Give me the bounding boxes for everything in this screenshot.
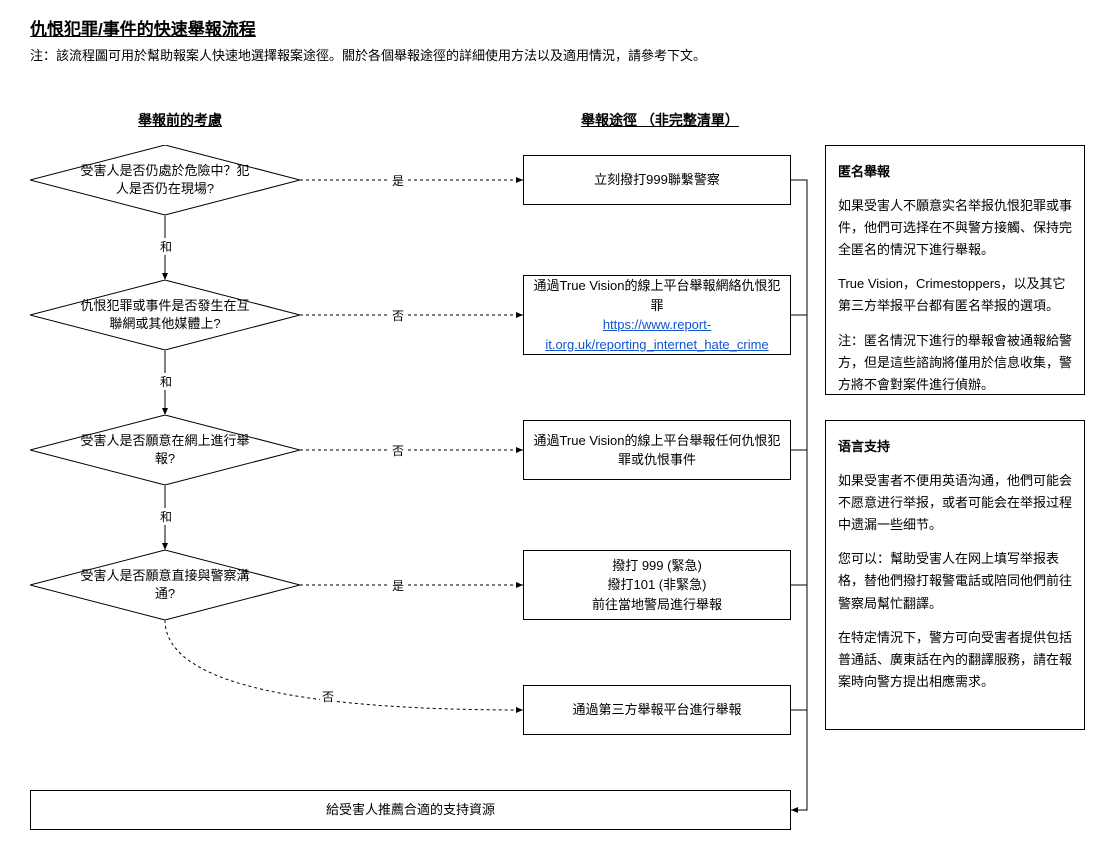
action-true-vision-any: 通過True Vision的線上平台舉報任何仇恨犯罪或仇恨事件 <box>523 420 791 480</box>
edge-yes-1: 是 <box>390 172 406 189</box>
page-note: 注：該流程圖可用於幫助報案人快速地選擇報案途徑。關於各個舉報途徑的詳細使用方法以… <box>30 45 706 64</box>
edge-no-1: 否 <box>390 307 406 324</box>
decision-online-text: 受害人是否願意在網上進行舉報? <box>75 432 255 468</box>
action-recommend-support: 給受害人推薦合適的支持資源 <box>30 790 791 830</box>
action-true-vision-internet: 通過True Vision的線上平台舉報網絡仇恨犯罪 https://www.r… <box>523 275 791 355</box>
action-true-vision-internet-text: 通過True Vision的線上平台舉報網絡仇恨犯罪 <box>532 276 782 315</box>
decision-internet-text: 仇恨犯罪或事件是否發生在互聯網或其他媒體上? <box>75 297 255 333</box>
info-language-title: 语言支持 <box>838 436 1072 458</box>
info-anonymous-p3: 注：匿名情況下進行的舉報會被通報給警方，但是這些諮詢將僅用於信息收集，警方將不會… <box>838 330 1072 396</box>
decision-danger-text: 受害人是否仍處於危險中？犯人是否仍在現場? <box>75 162 255 198</box>
decision-online: 受害人是否願意在網上進行舉報? <box>30 415 300 485</box>
info-language: 语言支持 如果受害者不便用英语沟通，他們可能会不愿意进行举报，或者可能会在举报过… <box>825 420 1085 730</box>
col-header-2: 舉報途徑 （非完整清單） <box>560 110 760 130</box>
decision-police: 受害人是否願意直接與警察溝通? <box>30 550 300 620</box>
info-anonymous-p2: True Vision，Crimestoppers，以及其它第三方举报平台都有匿… <box>838 273 1072 317</box>
decision-police-text: 受害人是否願意直接與警察溝通? <box>75 567 255 603</box>
action-police-call: 撥打 999 (緊急) 撥打101 (非緊急) 前往當地警局進行舉報 <box>523 550 791 620</box>
edge-yes-2: 是 <box>390 577 406 594</box>
edge-no-2: 否 <box>390 442 406 459</box>
decision-danger: 受害人是否仍處於危險中？犯人是否仍在現場? <box>30 145 300 215</box>
info-language-p2: 您可以：幫助受害人在网上填写举报表格，替他們撥打報警電話或陪同他們前往警察局幫忙… <box>838 548 1072 614</box>
info-anonymous: 匿名舉報 如果受害人不願意实名举报仇恨犯罪或事件，他們可选择在不與警方接觸、保持… <box>825 145 1085 395</box>
col-header-1: 舉報前的考慮 <box>110 110 250 130</box>
edge-and-3: 和 <box>158 508 174 525</box>
info-anonymous-p1: 如果受害人不願意实名举报仇恨犯罪或事件，他們可选择在不與警方接觸、保持完全匿名的… <box>838 195 1072 261</box>
true-vision-link[interactable]: https://www.report-it.org.uk/reporting_i… <box>532 315 782 354</box>
edge-and-2: 和 <box>158 373 174 390</box>
info-language-p1: 如果受害者不便用英语沟通，他們可能会不愿意进行举报，或者可能会在举报过程中遗漏一… <box>838 470 1072 536</box>
info-language-p3: 在特定情況下，警方可向受害者提供包括普通話、廣東話在內的翻譯服務，請在報案時向警… <box>838 627 1072 693</box>
action-call-999: 立刻撥打999聯繫警察 <box>523 155 791 205</box>
action-third-party: 通過第三方舉報平台進行舉報 <box>523 685 791 735</box>
info-anonymous-title: 匿名舉報 <box>838 161 1072 183</box>
edge-and-1: 和 <box>158 238 174 255</box>
page-title: 仇恨犯罪/事件的快速舉報流程 <box>30 15 256 40</box>
edge-no-3: 否 <box>320 688 336 705</box>
decision-internet: 仇恨犯罪或事件是否發生在互聯網或其他媒體上? <box>30 280 300 350</box>
